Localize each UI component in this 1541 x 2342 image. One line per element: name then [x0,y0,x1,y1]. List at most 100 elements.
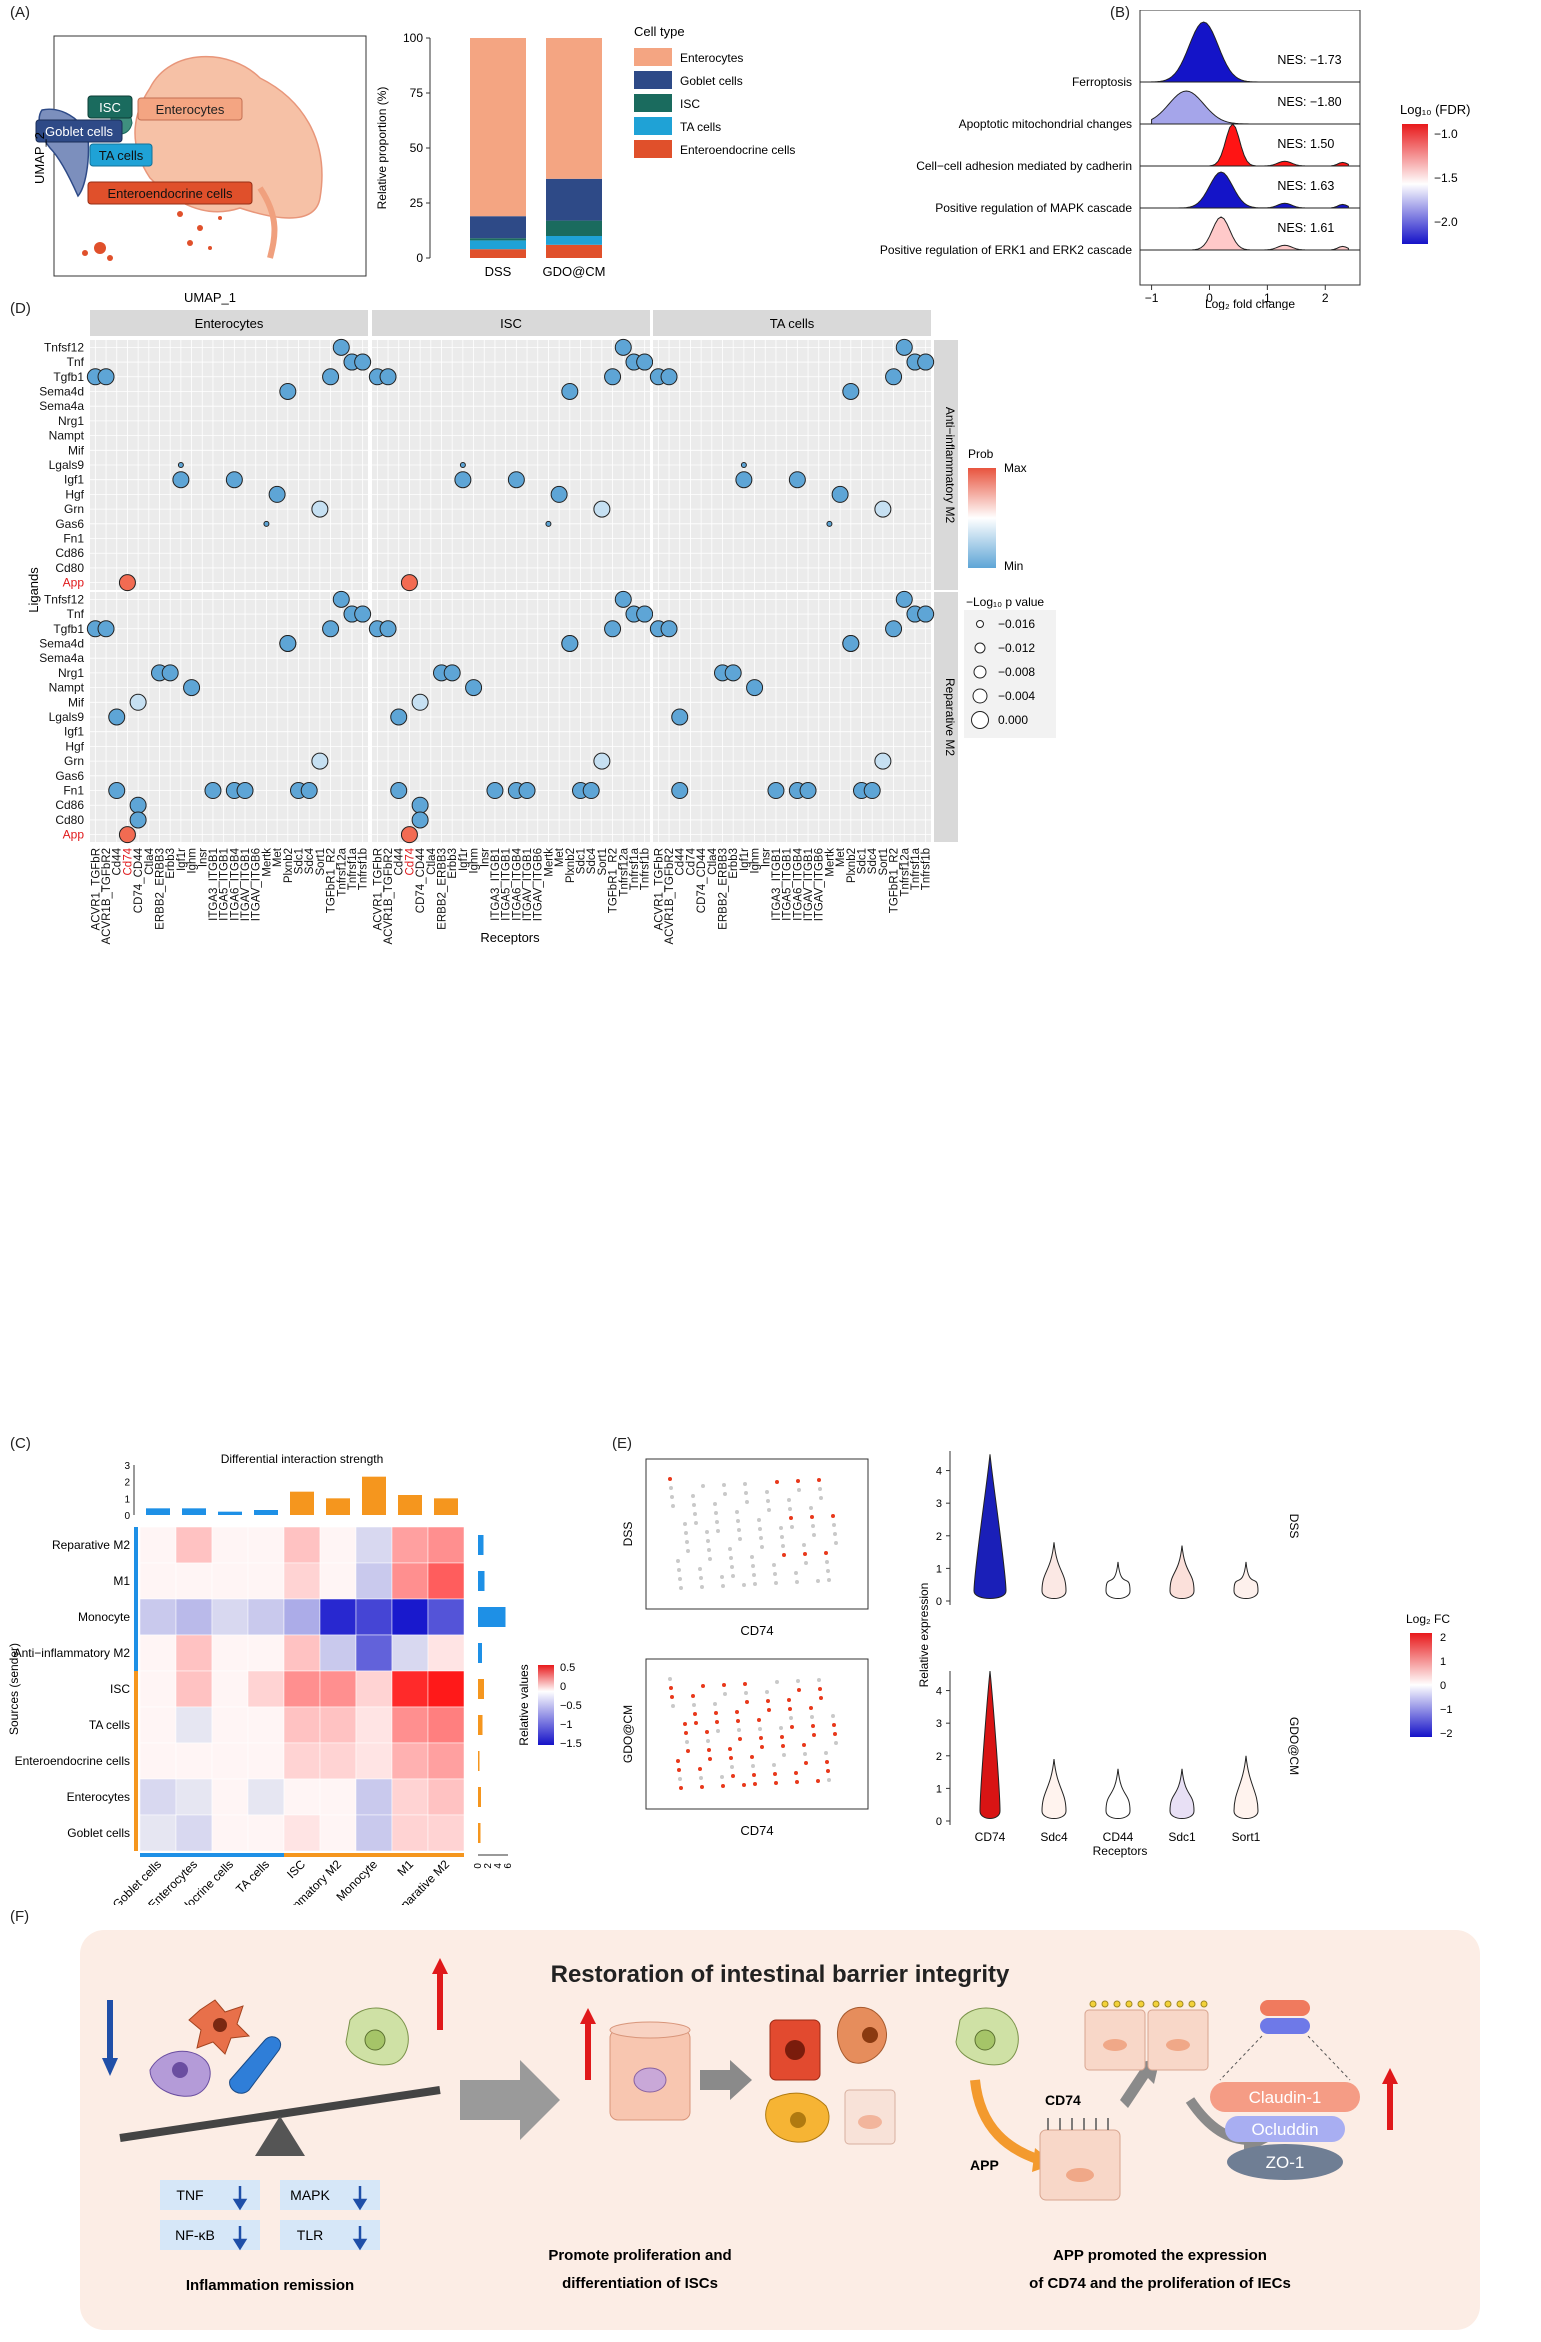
facet-strip-row-1 [934,592,958,842]
dot-0-1-20 [118,826,136,844]
receptor-label-1-10: Insr [479,848,491,867]
dot-1-0-8 [454,471,472,489]
legend-swatch-3 [634,117,672,135]
heat-cell-0-1 [175,1526,213,1564]
bar-ytick-label-0: 0 [416,251,423,265]
heat-cell-5-7 [391,1706,429,1744]
feature-umap-point-0-83 [679,1586,683,1590]
prob-legend-title: Prob [968,447,994,461]
feature-umap-point-0-36 [810,1515,814,1519]
feature-umap-point-1-33 [699,1776,703,1780]
dot-2-1-10 [660,620,678,638]
svg-text:TA cells: TA cells [99,148,144,163]
dot-1-1-18 [582,782,600,800]
feature-umap-point-1-22 [802,1743,806,1747]
heat-cell-4-8 [427,1670,465,1708]
heat-cell-8-2 [211,1814,249,1852]
caption-proliferation-1: Promote proliferation and [548,2247,731,2264]
feature-umap-label-0: CD74 [740,1623,773,1638]
legend-label-0: Enterocytes [680,51,743,65]
dot-0-0-8 [172,471,190,489]
heat-cell-3-2 [211,1634,249,1672]
schematic-svg: Restoration of intestinal barrier integr… [102,1958,1398,2294]
dot-2-1-15 [799,782,817,800]
feature-umap-point-0-49 [781,1544,785,1548]
feature-umap-point-1-6 [720,1775,724,1779]
feature-umap-point-1-5 [683,1722,687,1726]
fdr-colorbar-tick-2: −2.0 [1434,215,1458,229]
feature-umap-point-0-66 [730,1565,734,1569]
heat-cell-7-0 [139,1778,177,1816]
ligand-label-1-4: Sema4a [39,651,84,665]
ridge-xtick-label-3: 2 [1322,291,1329,305]
dot-0-0-9 [225,471,243,489]
dot-0-0-7 [177,462,184,468]
violin-1-0 [979,1670,1001,1819]
feature-umap-point-0-46 [670,1495,674,1499]
receptor-label-2-20: Sdc4 [867,847,879,874]
receptor-label-2-14: ITGAV_ITGB1 [803,848,815,921]
heat-cell-4-2 [211,1670,249,1708]
ligand-label-1-2: Tgfb1 [53,622,84,636]
bar-segment-0-3 [470,216,526,239]
panel-b-colorbar: Log₁₀ (FDR) −1.0 −1.5 −2.0 [1390,100,1530,320]
receptor-label-1-11: ITGA3_ITGB1 [490,848,502,921]
svg-text:Goblet cells: Goblet cells [45,124,113,139]
violin-1-1 [1041,1758,1067,1819]
feature-umap-point-0-7 [757,1518,761,1522]
heat-cell-1-8 [427,1562,465,1600]
heat-right-tick-3: 6 [503,1863,514,1869]
violin-colorbar-tick-1: 1 [1440,1656,1446,1668]
feature-umap-point-1-9 [831,1714,835,1718]
dot-1-1-2 [636,605,654,623]
violin-0-4 [1233,1561,1259,1599]
ligand-label-1-1: Tnf [67,607,85,621]
receptor-label-1-18: Plxnb2 [565,848,577,883]
panel-a-legend: Cell type Enterocytes Goblet cells ISC TA ce… [630,22,850,222]
ligand-label-0-11: Grn [64,502,84,516]
dot-2-1-0 [895,590,913,608]
feature-umap-point-0-47 [707,1548,711,1552]
dot-0-0-4 [354,353,372,371]
feature-umap-point-1-48 [744,1691,748,1695]
heat-bottom-strip-blue [140,1853,284,1857]
heat-right-bar-0 [478,1535,484,1555]
heat-cell-2-5 [319,1598,357,1636]
dot-0-1-8 [183,679,201,697]
feature-umap-point-1-52 [722,1683,726,1687]
ligand-label-1-3: Sema4d [39,636,84,650]
receptor-label-0-7: Erbb3 [165,848,177,879]
ligand-label-0-13: Fn1 [63,532,84,546]
heat-cell-2-4 [283,1598,321,1636]
feature-umap-point-1-14 [676,1759,680,1763]
feature-umap-point-0-51 [685,1540,689,1544]
feature-umap-point-1-64 [826,1769,830,1773]
violin-ytick-label-0-0: 0 [936,1596,942,1608]
receptor-label-0-21: Sort1 [315,848,327,876]
inflammatory-cells [149,1999,409,2097]
heat-row-label-1: M1 [113,1574,130,1588]
dot-1-0-7 [459,462,466,468]
feature-umap-point-0-77 [797,1488,801,1492]
violin-ytick-label-0-1: 1 [936,1563,942,1575]
heat-cell-3-4 [283,1634,321,1672]
svg-text:TNF: TNF [176,2187,203,2203]
heat-top-tick-3: 3 [124,1461,130,1472]
feature-umap-point-1-59 [811,1724,815,1728]
facet-strip-row-label-1: Reparative M2 [943,678,957,756]
feature-umap-point-0-63 [789,1516,793,1520]
pvalue-legend-title: −Log₁₀ p value [966,595,1044,609]
receptor-label-0-1: ACVR1B_TGFbR2 [101,848,113,945]
receptor-label-2-6: ERBB2_ERBB3 [718,848,730,930]
legend-swatch-0 [634,48,672,66]
prob-legend-max: Max [1004,461,1027,475]
heat-row-label-5: TA cells [89,1718,130,1732]
feature-umap-point-1-58 [774,1781,778,1785]
receptor-label-2-0: ACVR1_TGFbR [653,848,665,930]
feature-umap-point-0-48 [744,1491,748,1495]
heat-cell-8-1 [175,1814,213,1852]
dot-0-1-13 [108,782,126,800]
feature-umap-point-0-64 [826,1569,830,1573]
receptor-label-2-15: ITGAV_ITGB6 [814,848,826,921]
heat-row-label-3: Anti−inflammatory M2 [14,1646,131,1660]
